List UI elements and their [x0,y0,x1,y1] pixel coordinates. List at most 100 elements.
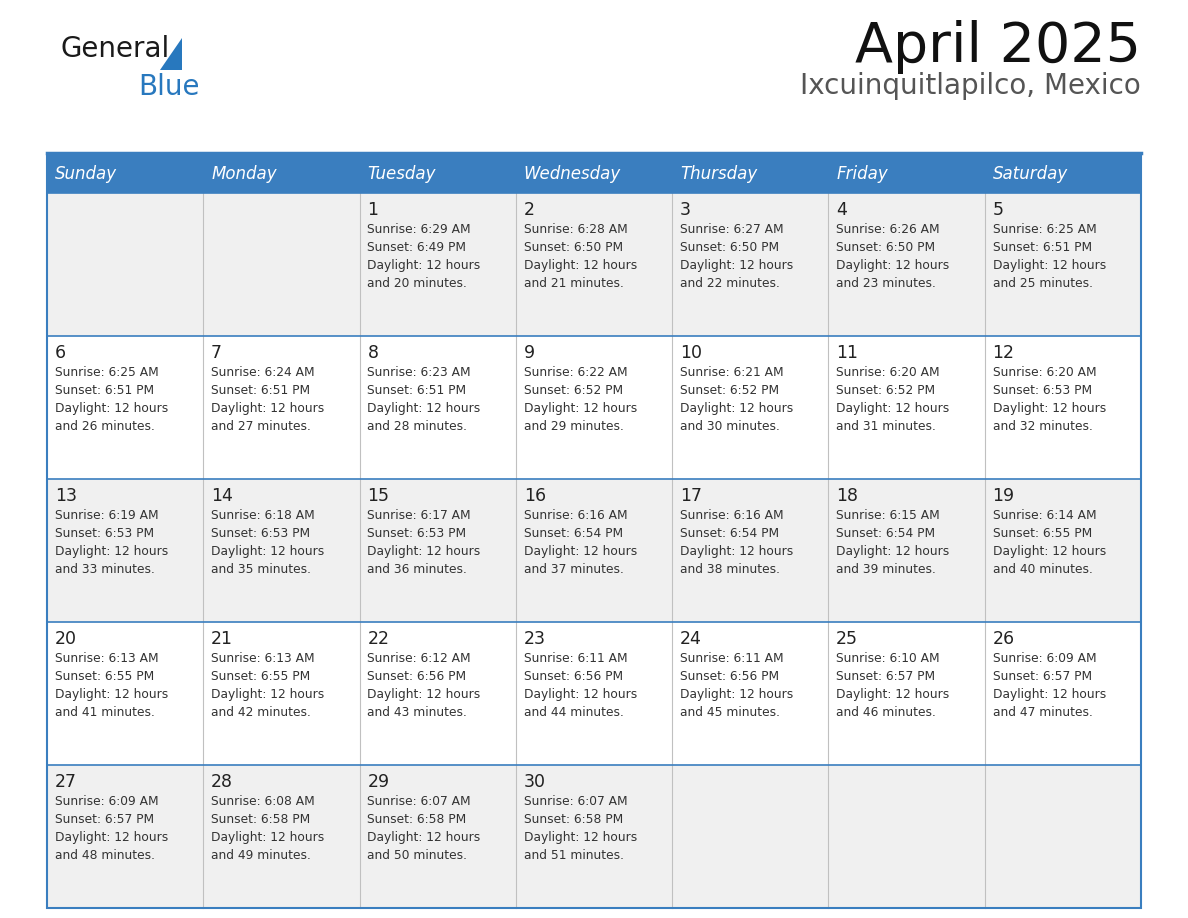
Text: Daylight: 12 hours: Daylight: 12 hours [211,402,324,415]
Text: Daylight: 12 hours: Daylight: 12 hours [836,688,949,701]
Text: 12: 12 [992,344,1015,362]
Text: Sunrise: 6:18 AM: Sunrise: 6:18 AM [211,509,315,522]
Text: and 33 minutes.: and 33 minutes. [55,563,154,576]
Text: Sunrise: 6:10 AM: Sunrise: 6:10 AM [836,652,940,665]
Text: 18: 18 [836,487,858,505]
Text: Sunrise: 6:07 AM: Sunrise: 6:07 AM [524,795,627,808]
Text: Ixcuinquitlapilco, Mexico: Ixcuinquitlapilco, Mexico [801,72,1140,100]
Text: Daylight: 12 hours: Daylight: 12 hours [211,688,324,701]
Text: Sunrise: 6:07 AM: Sunrise: 6:07 AM [367,795,470,808]
Text: 24: 24 [680,630,702,648]
Text: and 25 minutes.: and 25 minutes. [992,277,1093,290]
Text: Sunrise: 6:11 AM: Sunrise: 6:11 AM [524,652,627,665]
Text: 20: 20 [55,630,77,648]
Text: Daylight: 12 hours: Daylight: 12 hours [524,545,637,558]
Text: and 48 minutes.: and 48 minutes. [55,849,154,862]
Text: 21: 21 [211,630,233,648]
Text: Sunrise: 6:16 AM: Sunrise: 6:16 AM [524,509,627,522]
Text: Sunrise: 6:09 AM: Sunrise: 6:09 AM [55,795,158,808]
Text: Sunset: 6:55 PM: Sunset: 6:55 PM [55,670,154,683]
Text: 26: 26 [992,630,1015,648]
Text: Sunrise: 6:27 AM: Sunrise: 6:27 AM [680,223,784,236]
Text: Sunset: 6:54 PM: Sunset: 6:54 PM [680,527,779,540]
Text: Sunset: 6:50 PM: Sunset: 6:50 PM [680,241,779,254]
Text: Saturday: Saturday [992,165,1068,183]
Text: Thursday: Thursday [680,165,757,183]
Text: and 47 minutes.: and 47 minutes. [992,706,1093,719]
Text: and 37 minutes.: and 37 minutes. [524,563,624,576]
Text: and 40 minutes.: and 40 minutes. [992,563,1093,576]
Text: General: General [61,35,169,63]
Text: Sunset: 6:53 PM: Sunset: 6:53 PM [992,384,1092,397]
Text: 17: 17 [680,487,702,505]
Text: Sunrise: 6:13 AM: Sunrise: 6:13 AM [55,652,158,665]
Text: Sunset: 6:53 PM: Sunset: 6:53 PM [55,527,154,540]
Text: Sunrise: 6:26 AM: Sunrise: 6:26 AM [836,223,940,236]
Bar [48,336,1140,479]
Text: Sunrise: 6:14 AM: Sunrise: 6:14 AM [992,509,1097,522]
Text: 19: 19 [992,487,1015,505]
Text: Sunrise: 6:20 AM: Sunrise: 6:20 AM [836,366,940,379]
Text: Sunrise: 6:25 AM: Sunrise: 6:25 AM [992,223,1097,236]
Text: 1: 1 [367,201,379,219]
Text: Sunset: 6:58 PM: Sunset: 6:58 PM [211,813,310,826]
Text: Monday: Monday [211,165,277,183]
Bar [48,155,1140,193]
Text: and 26 minutes.: and 26 minutes. [55,420,154,433]
Text: Daylight: 12 hours: Daylight: 12 hours [992,259,1106,272]
Text: Daylight: 12 hours: Daylight: 12 hours [992,545,1106,558]
Text: Daylight: 12 hours: Daylight: 12 hours [55,545,168,558]
Text: Daylight: 12 hours: Daylight: 12 hours [55,688,168,701]
Text: 10: 10 [680,344,702,362]
Text: Sunrise: 6:24 AM: Sunrise: 6:24 AM [211,366,315,379]
Text: Sunrise: 6:08 AM: Sunrise: 6:08 AM [211,795,315,808]
Text: Daylight: 12 hours: Daylight: 12 hours [524,688,637,701]
Text: 15: 15 [367,487,390,505]
Text: Sunset: 6:52 PM: Sunset: 6:52 PM [524,384,623,397]
Text: Sunday: Sunday [55,165,116,183]
Text: Sunset: 6:53 PM: Sunset: 6:53 PM [367,527,467,540]
Text: and 49 minutes.: and 49 minutes. [211,849,311,862]
Text: Sunset: 6:51 PM: Sunset: 6:51 PM [367,384,467,397]
Text: and 39 minutes.: and 39 minutes. [836,563,936,576]
Text: Sunrise: 6:23 AM: Sunrise: 6:23 AM [367,366,470,379]
Text: 27: 27 [55,773,77,791]
Text: Daylight: 12 hours: Daylight: 12 hours [367,545,481,558]
Text: and 51 minutes.: and 51 minutes. [524,849,624,862]
Polygon shape [160,38,182,70]
Text: 16: 16 [524,487,545,505]
Text: Sunset: 6:50 PM: Sunset: 6:50 PM [524,241,623,254]
Text: 5: 5 [992,201,1004,219]
Text: Sunrise: 6:16 AM: Sunrise: 6:16 AM [680,509,784,522]
Text: and 44 minutes.: and 44 minutes. [524,706,624,719]
Text: and 31 minutes.: and 31 minutes. [836,420,936,433]
Text: Daylight: 12 hours: Daylight: 12 hours [836,545,949,558]
Text: Daylight: 12 hours: Daylight: 12 hours [211,545,324,558]
Text: and 22 minutes.: and 22 minutes. [680,277,779,290]
Text: Sunrise: 6:25 AM: Sunrise: 6:25 AM [55,366,158,379]
Text: 2: 2 [524,201,535,219]
Text: Sunset: 6:58 PM: Sunset: 6:58 PM [524,813,623,826]
Text: Sunset: 6:56 PM: Sunset: 6:56 PM [524,670,623,683]
Text: 13: 13 [55,487,77,505]
Text: 25: 25 [836,630,858,648]
Text: Sunrise: 6:09 AM: Sunrise: 6:09 AM [992,652,1097,665]
Text: Daylight: 12 hours: Daylight: 12 hours [680,545,794,558]
Text: Daylight: 12 hours: Daylight: 12 hours [524,402,637,415]
Text: Daylight: 12 hours: Daylight: 12 hours [367,259,481,272]
Text: Sunset: 6:56 PM: Sunset: 6:56 PM [367,670,467,683]
Text: Sunset: 6:55 PM: Sunset: 6:55 PM [992,527,1092,540]
Text: 28: 28 [211,773,233,791]
Bar [48,155,1140,908]
Text: Daylight: 12 hours: Daylight: 12 hours [367,831,481,844]
Text: 23: 23 [524,630,545,648]
Text: 30: 30 [524,773,545,791]
Text: Sunrise: 6:19 AM: Sunrise: 6:19 AM [55,509,158,522]
Text: Sunset: 6:57 PM: Sunset: 6:57 PM [836,670,935,683]
Text: and 50 minutes.: and 50 minutes. [367,849,467,862]
Text: and 27 minutes.: and 27 minutes. [211,420,311,433]
Text: Daylight: 12 hours: Daylight: 12 hours [524,259,637,272]
Text: 9: 9 [524,344,535,362]
Text: Daylight: 12 hours: Daylight: 12 hours [55,831,168,844]
Text: and 42 minutes.: and 42 minutes. [211,706,311,719]
